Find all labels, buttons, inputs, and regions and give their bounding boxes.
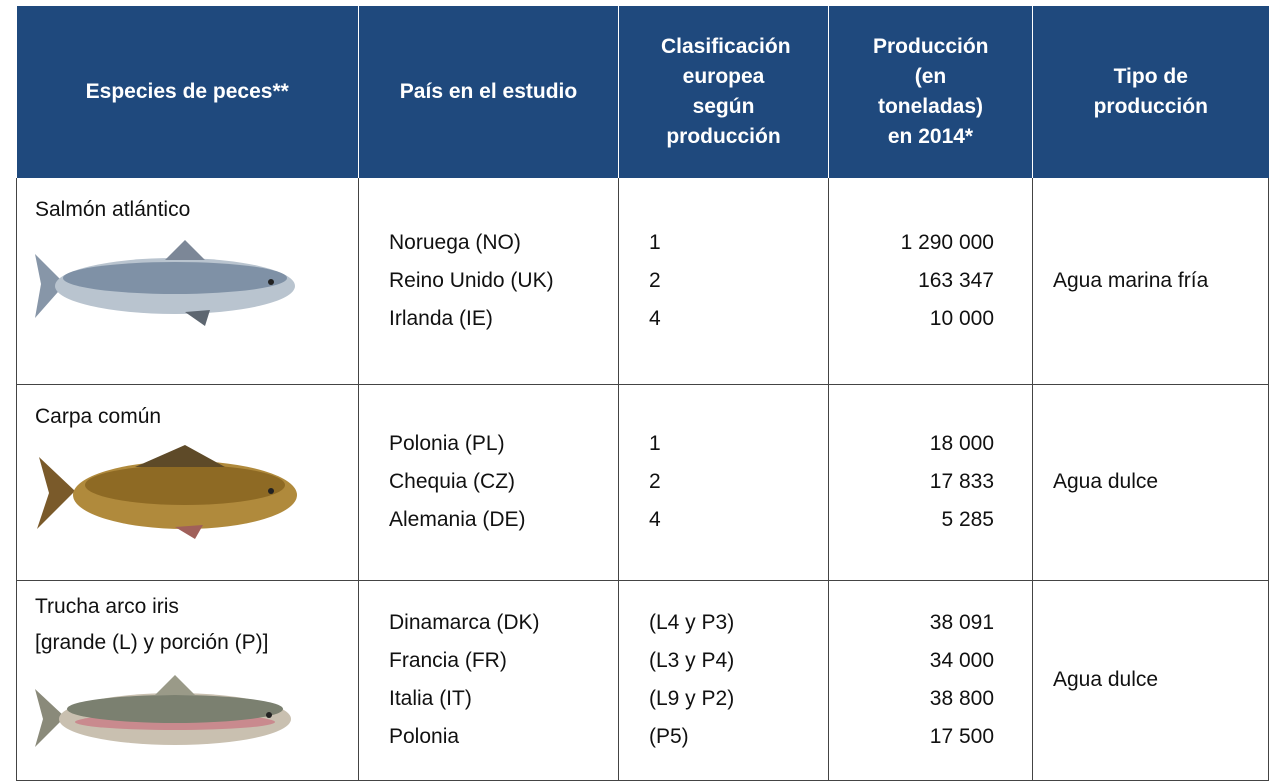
country: Noruega (NO) bbox=[389, 224, 618, 262]
type-cell: Agua marina fría bbox=[1033, 178, 1269, 384]
production: 10 000 bbox=[829, 300, 994, 338]
rank: 1 bbox=[649, 425, 828, 463]
country: Polonia (PL) bbox=[389, 425, 618, 463]
production: 163 347 bbox=[829, 262, 994, 300]
fish-image bbox=[35, 441, 305, 541]
header-row: Especies de peces** País en el estudio C… bbox=[17, 6, 1269, 178]
species-cell: Carpa común bbox=[17, 384, 359, 580]
species-cell: Trucha arco iris [grande (L) y porción (… bbox=[17, 580, 359, 780]
production: 38 800 bbox=[829, 680, 994, 718]
type-cell: Agua dulce bbox=[1033, 580, 1269, 780]
country: Reino Unido (UK) bbox=[389, 262, 618, 300]
production-cell: 18 000 17 833 5 285 bbox=[829, 384, 1033, 580]
fish-table: Especies de peces** País en el estudio C… bbox=[16, 6, 1269, 781]
country: Dinamarca (DK) bbox=[389, 604, 618, 642]
rank: (P5) bbox=[649, 718, 828, 756]
production-cell: 38 091 34 000 38 800 17 500 bbox=[829, 580, 1033, 780]
production: 17 500 bbox=[829, 718, 994, 756]
country-cell: Noruega (NO) Reino Unido (UK) Irlanda (I… bbox=[359, 178, 619, 384]
table-row: Carpa común Polonia (PL) Chequia (CZ) Al… bbox=[17, 384, 1269, 580]
rank: 4 bbox=[649, 300, 828, 338]
header-cell: Especies de peces** bbox=[17, 6, 359, 178]
type-cell: Agua dulce bbox=[1033, 384, 1269, 580]
species-note: [grande (L) y porción (P)] bbox=[35, 625, 358, 661]
fish-image bbox=[35, 667, 305, 747]
production-cell: 1 290 000 163 347 10 000 bbox=[829, 178, 1033, 384]
country: Irlanda (IE) bbox=[389, 300, 618, 338]
production: 18 000 bbox=[829, 425, 994, 463]
country: Francia (FR) bbox=[389, 642, 618, 680]
table-row: Trucha arco iris [grande (L) y porción (… bbox=[17, 580, 1269, 780]
rank: 2 bbox=[649, 262, 828, 300]
country-cell: Dinamarca (DK) Francia (FR) Italia (IT) … bbox=[359, 580, 619, 780]
rank: (L4 y P3) bbox=[649, 604, 828, 642]
rank-cell: (L4 y P3) (L3 y P4) (L9 y P2) (P5) bbox=[619, 580, 829, 780]
production: 1 290 000 bbox=[829, 224, 994, 262]
rank: (L3 y P4) bbox=[649, 642, 828, 680]
species-name: Carpa común bbox=[35, 399, 358, 435]
rank: (L9 y P2) bbox=[649, 680, 828, 718]
rank: 4 bbox=[649, 501, 828, 539]
production: 34 000 bbox=[829, 642, 994, 680]
production: 17 833 bbox=[829, 463, 994, 501]
rank: 1 bbox=[649, 224, 828, 262]
species-name: Trucha arco iris bbox=[35, 589, 358, 625]
country-cell: Polonia (PL) Chequia (CZ) Alemania (DE) bbox=[359, 384, 619, 580]
rank: 2 bbox=[649, 463, 828, 501]
production: 5 285 bbox=[829, 501, 994, 539]
header-cell: Tipo de producción bbox=[1033, 6, 1269, 178]
country: Alemania (DE) bbox=[389, 501, 618, 539]
species-cell: Salmón atlántico bbox=[17, 178, 359, 384]
header-cell: País en el estudio bbox=[359, 6, 619, 178]
country: Polonia bbox=[389, 718, 618, 756]
header-cell: Clasificación europea según producción bbox=[619, 6, 829, 178]
rank-cell: 1 2 4 bbox=[619, 178, 829, 384]
fish-image bbox=[35, 234, 305, 334]
header-cell: Producción (en toneladas) en 2014* bbox=[829, 6, 1033, 178]
table-row: Salmón atlántico Noruega (NO) Reino Unid… bbox=[17, 178, 1269, 384]
page: Especies de peces** País en el estudio C… bbox=[0, 0, 1276, 780]
species-name: Salmón atlántico bbox=[35, 192, 358, 228]
rank-cell: 1 2 4 bbox=[619, 384, 829, 580]
country: Italia (IT) bbox=[389, 680, 618, 718]
production: 38 091 bbox=[829, 604, 994, 642]
country: Chequia (CZ) bbox=[389, 463, 618, 501]
